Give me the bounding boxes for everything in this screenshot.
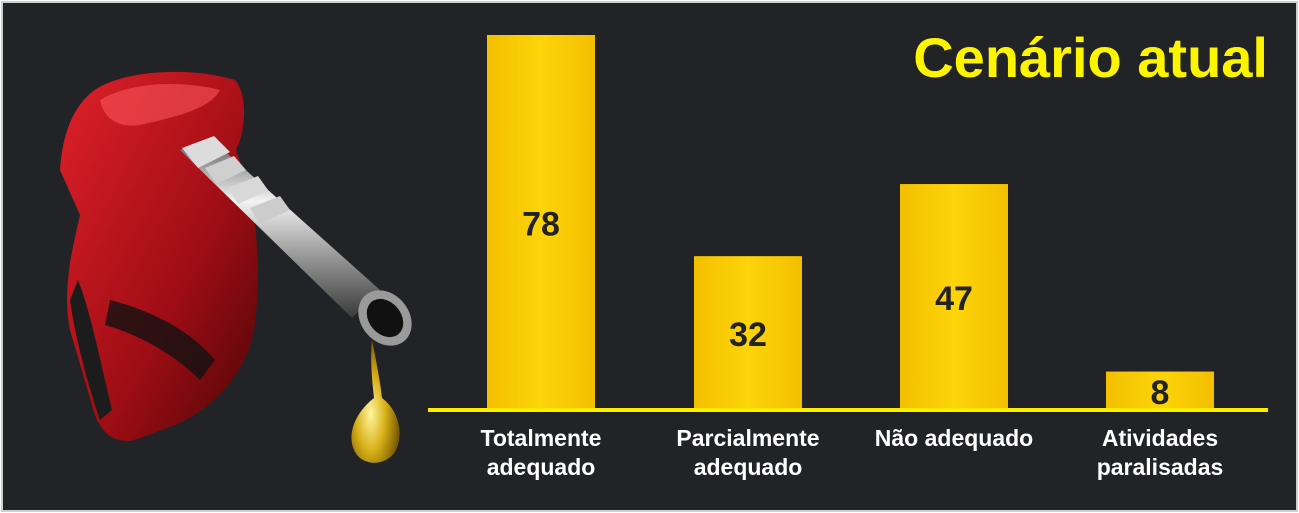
bar-value-label-2: 47 bbox=[935, 280, 973, 318]
category-label-1-line-1: adequado bbox=[694, 454, 803, 480]
category-label-0-line-0: Totalmente bbox=[481, 425, 602, 451]
fuel-nozzle-icon bbox=[60, 71, 412, 463]
category-label-2: Não adequado bbox=[875, 425, 1033, 451]
bar-1 bbox=[694, 256, 802, 410]
bar-value-label-3: 8 bbox=[1151, 374, 1170, 412]
chart-title: Cenário atual bbox=[913, 26, 1268, 89]
category-label-0: Totalmente adequado bbox=[481, 425, 602, 480]
bar-0 bbox=[487, 35, 595, 410]
bar-3 bbox=[1106, 371, 1214, 410]
bar-2 bbox=[900, 184, 1008, 410]
category-label-1-line-0: Parcialmente bbox=[676, 425, 819, 451]
bar-value-label-0: 78 bbox=[522, 206, 560, 244]
category-label-3-line-1: paralisadas bbox=[1097, 454, 1224, 480]
category-label-3: Atividades paralisadas bbox=[1097, 425, 1224, 480]
category-label-1: Parcialmente adequado bbox=[676, 425, 819, 480]
category-label-3-line-0: Atividades bbox=[1102, 425, 1218, 451]
category-label-2-line-0: Não adequado bbox=[875, 425, 1033, 451]
category-label-0-line-1: adequado bbox=[487, 454, 596, 480]
bar-value-label-1: 32 bbox=[729, 316, 767, 354]
